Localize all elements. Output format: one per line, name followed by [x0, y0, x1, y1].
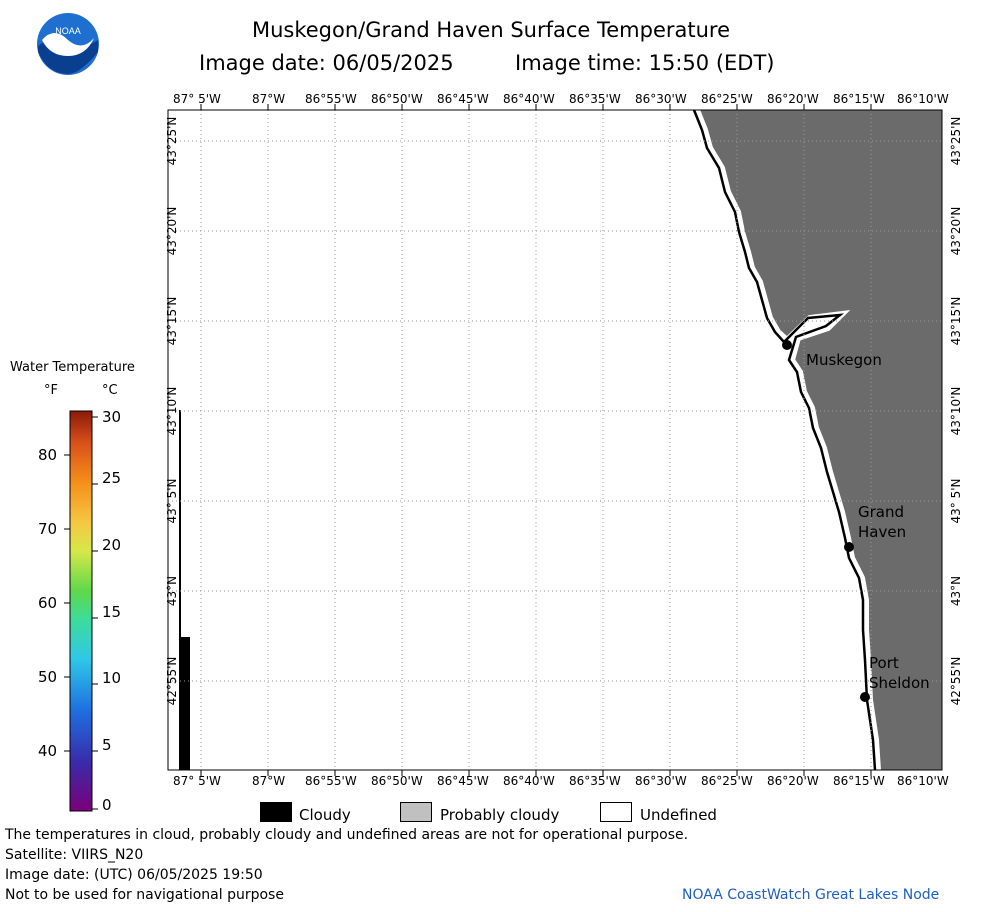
colorbar-f-tick: 40: [38, 742, 58, 760]
lon-label-bottom: 86°45'W: [437, 774, 489, 788]
colorbar-unit-f: °F: [44, 383, 58, 398]
colorbar-f-tick: 50: [38, 668, 58, 686]
muskegon-marker: [782, 340, 792, 350]
page-title: Muskegon/Grand Haven Surface Temperature: [251, 18, 731, 42]
lon-label-bottom: 86°15'W: [833, 774, 885, 788]
lon-label-top: 86°35'W: [569, 92, 621, 106]
lat-label-left: 43°20'N: [165, 206, 179, 256]
colorbar-title: Water Temperature: [10, 360, 135, 375]
colorbar-f-tick: 80: [38, 446, 58, 464]
colorbar-c-tick: 30: [102, 408, 122, 426]
tick-marks: [200, 104, 872, 776]
place-label-grand-haven: Haven: [858, 523, 907, 541]
lon-label-top: 86°40'W: [503, 92, 555, 106]
lon-label-top: 87° 5'W: [173, 92, 221, 106]
lon-label-top: 86°25'W: [701, 92, 753, 106]
footer-credit: NOAA CoastWatch Great Lakes Node: [682, 887, 940, 903]
lat-label-right: 43°15'N: [949, 296, 963, 346]
lon-label-bottom: 86°25'W: [701, 774, 753, 788]
lon-label-top: 86°15'W: [833, 92, 885, 106]
port-sheldon-marker: [860, 692, 870, 702]
lat-label-left: 43° 5'N: [165, 478, 179, 524]
lon-label-top: 86°50'W: [371, 92, 423, 106]
footer-utc-date: Image date: (UTC) 06/05/2025 19:50: [5, 867, 263, 883]
lon-label-bottom: 87°W: [252, 774, 286, 788]
legend-swatch-undefined: [600, 802, 632, 822]
lon-label-bottom: 86°20'W: [767, 774, 819, 788]
image-time: Image time: 15:50 (EDT): [515, 51, 775, 75]
noaa-logo-text: NOAA: [55, 26, 81, 36]
lon-label-top: 86°45'W: [437, 92, 489, 106]
lat-label-right: 43° 5'N: [949, 478, 963, 524]
coastline-halo: [694, 108, 881, 771]
colorbar-c-tick: 5: [102, 736, 112, 754]
grand-haven-marker: [844, 542, 854, 552]
cloud-strip: [180, 637, 190, 770]
lat-label-left: 43°25'N: [165, 116, 179, 166]
legend-swatch-cloudy: [260, 802, 292, 822]
coastline: [692, 109, 877, 771]
lat-label-right: 43°20'N: [949, 206, 963, 256]
place-label-port-sheldon: Port: [869, 654, 899, 672]
place-label-port-sheldon: Sheldon: [869, 674, 930, 692]
lon-label-top: 86°30'W: [635, 92, 687, 106]
place-label-grand-haven: Grand: [858, 503, 905, 521]
colorbar-f-tick: 70: [38, 520, 58, 538]
lat-label-right: 43°10'N: [949, 386, 963, 436]
colorbar-c-tick: 10: [102, 669, 122, 687]
lat-label-right: 43°N: [949, 575, 963, 607]
lon-label-bottom: 86°35'W: [569, 774, 621, 788]
footer-disclaimer: The temperatures in cloud, probably clou…: [5, 827, 689, 843]
lon-label-bottom: 87° 5'W: [173, 774, 221, 788]
lat-label-left: 43°10'N: [165, 386, 179, 436]
grid-lines: [168, 110, 942, 770]
lon-label-top: 86°10'W: [897, 92, 949, 106]
colorbar-f-tick: 60: [38, 594, 58, 612]
lon-label-bottom: 86°50'W: [371, 774, 423, 788]
lon-label-bottom: 86°30'W: [635, 774, 687, 788]
legend-label-cloudy: Cloudy: [299, 806, 351, 824]
lon-label-bottom: 86°10'W: [897, 774, 949, 788]
image-date: Image date: 06/05/2025: [199, 51, 454, 75]
colorbar-c-tick: 0: [102, 796, 112, 814]
lat-label-right: 43°25'N: [949, 116, 963, 166]
lon-label-top: 87°W: [252, 92, 286, 106]
lon-label-bottom: 86°40'W: [503, 774, 555, 788]
colorbar: [64, 410, 98, 812]
noaa-logo: NOAA: [37, 13, 99, 75]
legend-swatch-probably-cloudy: [400, 802, 432, 822]
lat-label-left: 43°N: [165, 575, 179, 607]
footer-satellite: Satellite: VIIRS_N20: [5, 847, 144, 863]
colorbar-c-tick: 20: [102, 536, 122, 554]
colorbar-c-tick: 15: [102, 603, 122, 621]
lon-label-bottom: 86°55'W: [305, 774, 357, 788]
lat-label-left: 42°55'N: [165, 656, 179, 706]
legend-label-undefined: Undefined: [640, 806, 717, 824]
footer-navigation: Not to be used for navigational purpose: [5, 887, 284, 903]
lat-label-right: 42°55'N: [949, 656, 963, 706]
colorbar-unit-c: °C: [102, 383, 118, 398]
lat-label-left: 43°15'N: [165, 296, 179, 346]
map-frame: [167, 109, 943, 771]
colorbar-c-tick: 25: [102, 469, 122, 487]
place-label-muskegon: Muskegon: [806, 351, 882, 369]
lon-label-top: 86°20'W: [767, 92, 819, 106]
lon-label-top: 86°55'W: [305, 92, 357, 106]
legend-label-probably-cloudy: Probably cloudy: [440, 806, 560, 824]
